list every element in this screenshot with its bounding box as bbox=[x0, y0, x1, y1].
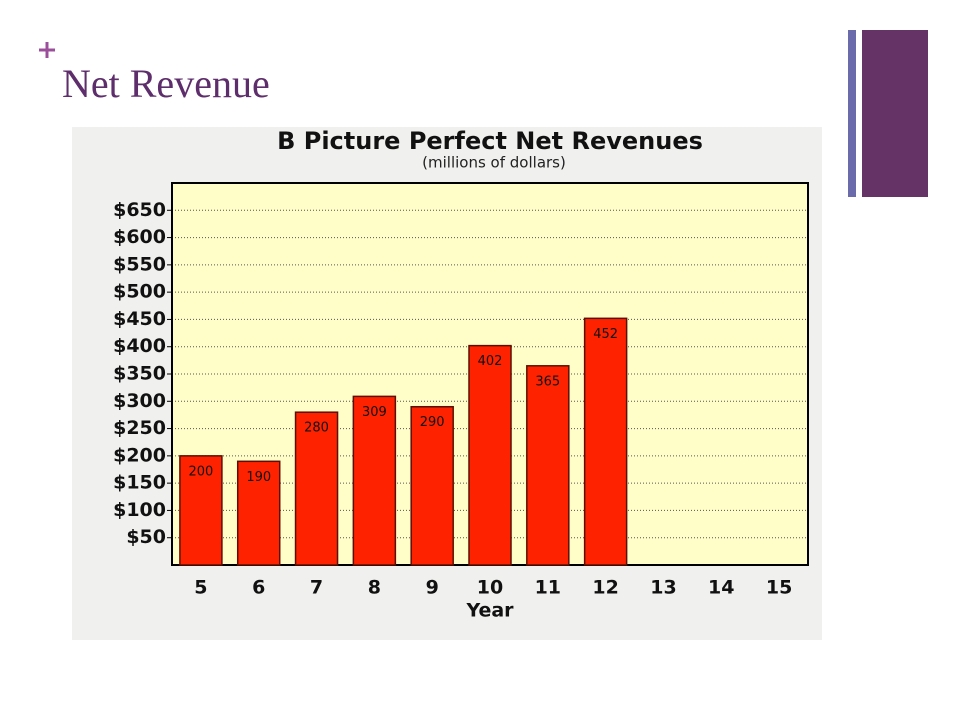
value-label: 280 bbox=[304, 421, 329, 436]
y-tick-label: $400 bbox=[113, 335, 166, 357]
x-tick-label: 5 bbox=[194, 577, 207, 599]
value-label: 365 bbox=[535, 374, 560, 389]
slide-title: Net Revenue bbox=[62, 61, 270, 106]
x-tick-label: 7 bbox=[310, 577, 323, 599]
decor-bar bbox=[848, 30, 856, 197]
value-label: 200 bbox=[188, 464, 213, 479]
y-tick-label: $650 bbox=[113, 199, 166, 221]
x-tick-label: 13 bbox=[650, 577, 676, 599]
x-tick-label: 8 bbox=[368, 577, 381, 599]
bar bbox=[294, 411, 339, 566]
value-label: 309 bbox=[362, 405, 387, 420]
x-tick-label: 10 bbox=[477, 577, 503, 599]
value-label: 190 bbox=[246, 470, 271, 485]
x-tick-label: 6 bbox=[252, 577, 265, 599]
y-tick-label: $100 bbox=[113, 499, 166, 521]
bar bbox=[179, 455, 223, 566]
value-label: 452 bbox=[593, 327, 618, 342]
bar bbox=[468, 344, 512, 566]
x-tick-label: 12 bbox=[592, 577, 618, 599]
bar bbox=[526, 365, 570, 566]
bar bbox=[410, 405, 454, 566]
y-tick-label: $200 bbox=[113, 444, 166, 466]
chart-title: B Picture Perfect Net Revenues bbox=[277, 127, 703, 155]
bar bbox=[352, 395, 397, 566]
y-tick-label: $450 bbox=[113, 308, 166, 330]
x-axis-label: Year bbox=[465, 600, 514, 622]
x-tick-label: 14 bbox=[708, 577, 734, 599]
y-tick-label: $550 bbox=[113, 253, 166, 275]
x-tick-label: 9 bbox=[426, 577, 439, 599]
y-tick-label: $600 bbox=[113, 226, 166, 248]
x-tick-label: 15 bbox=[766, 577, 792, 599]
decor-bar bbox=[862, 30, 928, 197]
bar bbox=[236, 460, 281, 566]
value-label: 290 bbox=[420, 415, 445, 430]
y-tick-label: $300 bbox=[113, 390, 166, 412]
bar bbox=[583, 317, 628, 566]
y-tick-label: $500 bbox=[113, 281, 166, 303]
y-tick-label: $350 bbox=[113, 363, 166, 385]
y-tick-label: $50 bbox=[126, 526, 166, 548]
x-tick-label: 11 bbox=[535, 577, 561, 599]
y-tick-label: $250 bbox=[113, 417, 166, 439]
y-tick-label: $150 bbox=[113, 472, 166, 494]
value-label: 402 bbox=[478, 354, 503, 369]
chart-subtitle: (millions of dollars) bbox=[422, 154, 566, 172]
